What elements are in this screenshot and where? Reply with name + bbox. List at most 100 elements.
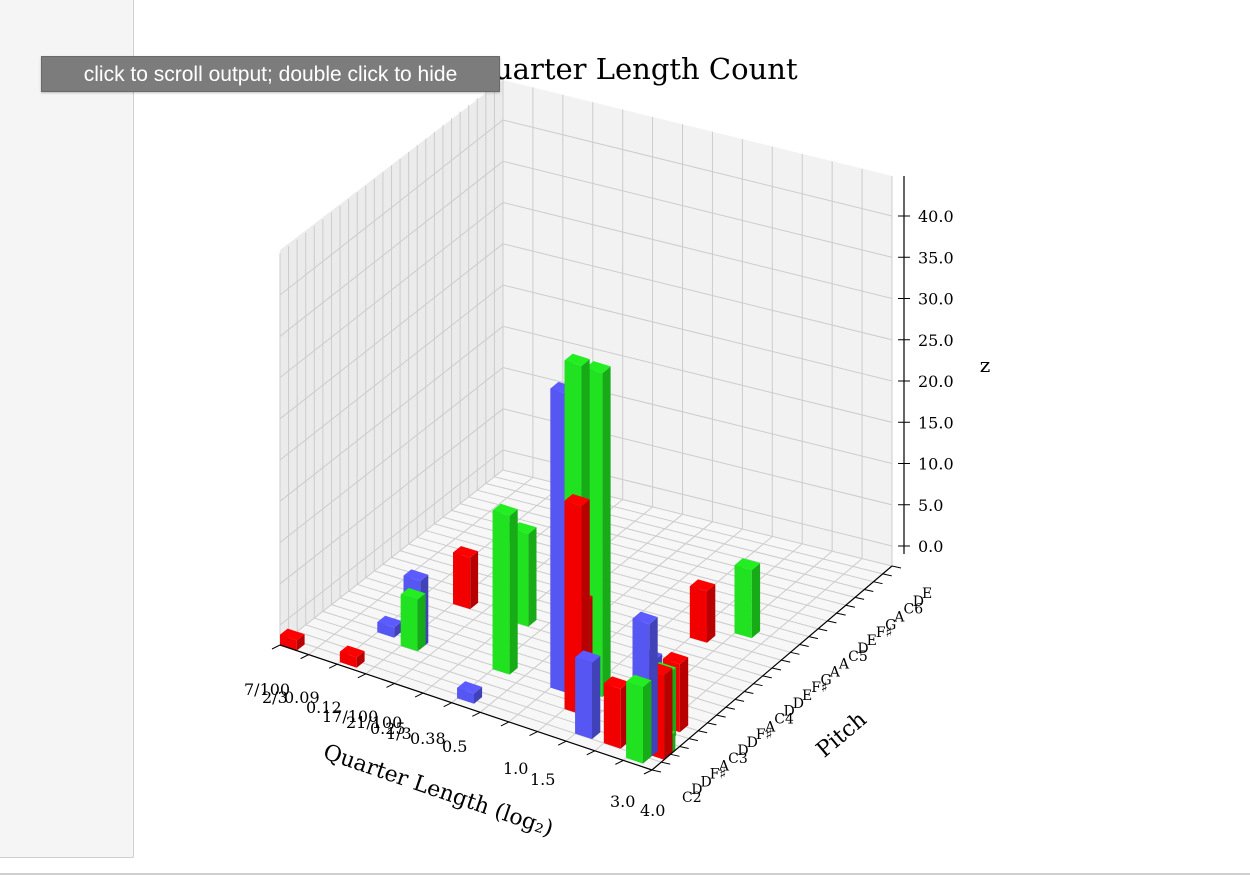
bar xyxy=(492,503,518,675)
x-axis-label: Quarter Length (log₂) xyxy=(320,740,556,842)
y-tick-label: C6 xyxy=(904,602,924,618)
y-tick-label: C4 xyxy=(774,712,794,728)
x-tick xyxy=(271,644,281,650)
y-tick xyxy=(873,581,883,585)
bar xyxy=(339,645,365,668)
x-tick xyxy=(386,683,395,688)
y-tick xyxy=(707,722,717,726)
x-tick-label: 0.09 xyxy=(284,688,320,707)
y-tick xyxy=(753,683,763,687)
bars-layer xyxy=(280,353,761,764)
y-tick-label: E xyxy=(802,688,812,704)
y-tick-label: C2 xyxy=(682,790,702,806)
y-tick-label: E xyxy=(867,633,877,649)
z-gridline xyxy=(279,325,893,502)
x-tick xyxy=(615,759,624,765)
x-tick-label: 1.0 xyxy=(503,759,528,778)
x-tick-label: 0.5 xyxy=(442,737,467,756)
x-tick xyxy=(357,673,367,679)
z-tick-label: 15.0 xyxy=(918,413,954,432)
x-tick xyxy=(443,702,452,708)
z-tick-label: 20.0 xyxy=(918,372,954,391)
y-tick xyxy=(725,706,735,710)
cell-divider xyxy=(0,873,1250,875)
y-gridline xyxy=(468,496,856,598)
x-tick xyxy=(329,663,338,669)
y-tick-label: A xyxy=(718,759,730,775)
bar xyxy=(280,628,305,651)
bar xyxy=(377,615,403,638)
x-tick-label: 1/3 xyxy=(386,724,412,743)
x-tick xyxy=(529,731,538,736)
x-tick xyxy=(586,750,595,756)
x-tick xyxy=(414,692,424,698)
y-tick-label: A xyxy=(764,719,776,735)
x-tick-label: 1.5 xyxy=(530,770,555,789)
z-axis-label: z xyxy=(980,353,991,377)
bar xyxy=(575,650,601,740)
z-gridline xyxy=(279,201,893,378)
tick-labels: 7/1002/30.090.1217/10021/1000.251/30.380… xyxy=(244,207,954,820)
y-tick xyxy=(882,573,892,577)
y-tick xyxy=(790,651,800,655)
z-tick-label: 0.0 xyxy=(918,537,943,556)
y-tick xyxy=(799,643,809,647)
y-tick-label: D xyxy=(857,641,868,657)
z-tick-label: 10.0 xyxy=(918,455,954,474)
x-tick xyxy=(472,711,481,717)
x-tick-label: 7/100 xyxy=(244,680,290,699)
x-axis-line xyxy=(279,644,653,771)
x-tick-label: 2/3 xyxy=(262,688,288,707)
y-tick xyxy=(818,628,828,632)
z-gridline xyxy=(279,408,893,585)
z-gridline xyxy=(279,284,893,461)
bar xyxy=(603,676,629,749)
bar xyxy=(457,681,483,704)
y-tick-label: G xyxy=(820,672,831,688)
bar xyxy=(626,674,652,764)
chart-title: uarter Length Count xyxy=(494,52,798,86)
y-tick xyxy=(836,612,846,616)
axis-lines xyxy=(271,176,910,775)
y-tick xyxy=(651,769,662,773)
y-tick-label: D xyxy=(793,696,804,712)
y-axis-label: Pitch xyxy=(812,707,872,763)
y-tick xyxy=(688,738,699,742)
y-tick-label: A xyxy=(829,664,841,680)
y-tick-label: A xyxy=(893,610,905,626)
y-tick-label: C5 xyxy=(848,649,868,665)
y-tick-label: D xyxy=(737,743,748,759)
y-tick-label: A xyxy=(838,657,850,673)
bar xyxy=(734,558,761,639)
y-tick-label: F♯ xyxy=(710,766,727,782)
y-tick xyxy=(845,604,855,608)
z-tick-label: 5.0 xyxy=(918,496,943,515)
y-tick xyxy=(891,565,902,569)
y-tick-label: F♯ xyxy=(756,727,773,743)
y-tick-label: D xyxy=(691,782,702,798)
y-tick-label: F♯ xyxy=(876,625,893,641)
y-tick-label: F♯ xyxy=(811,680,828,696)
y-tick xyxy=(864,589,874,593)
y-tick xyxy=(716,714,726,718)
x-tick-label: 17/100 xyxy=(322,707,378,726)
y-tick-label: D xyxy=(913,594,924,610)
x-tick-label: 0.12 xyxy=(306,698,342,717)
z-tick-label: 40.0 xyxy=(918,207,954,226)
bar xyxy=(689,579,716,643)
bar xyxy=(453,546,479,610)
y-tick-label: E xyxy=(922,586,932,602)
x-tick-label: 21/100 xyxy=(346,713,402,732)
output-prompt-gutter[interactable] xyxy=(0,0,134,858)
y-tick xyxy=(781,659,791,663)
y-tick xyxy=(854,596,865,600)
bar xyxy=(400,588,426,652)
y-tick xyxy=(698,730,708,734)
scroll-output-tooltip[interactable]: click to scroll output; double click to … xyxy=(41,56,500,92)
x-tick-label: 3.0 xyxy=(610,792,635,811)
y-gridline xyxy=(459,503,846,606)
z-tick-label: 30.0 xyxy=(918,290,954,309)
z-tick-label: 25.0 xyxy=(918,331,954,350)
y-tick xyxy=(661,761,671,765)
